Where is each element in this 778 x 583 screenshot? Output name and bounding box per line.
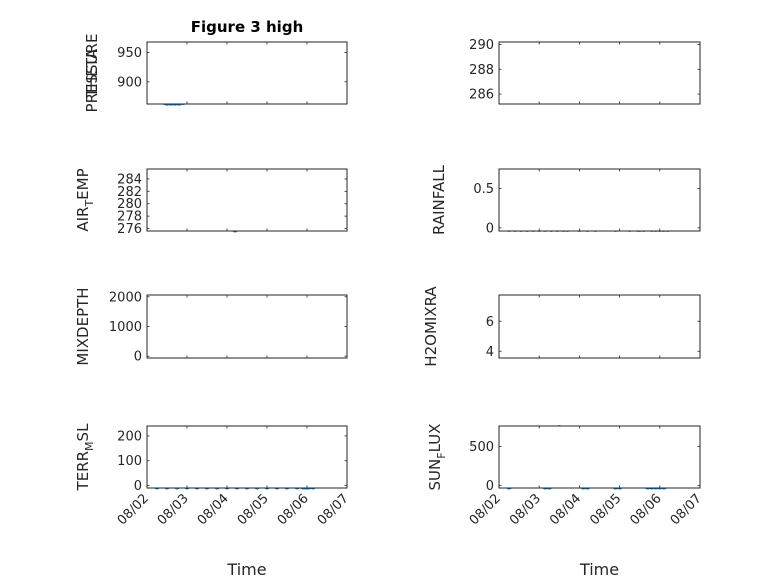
y-tick-label: 278	[117, 210, 142, 225]
axes-frame	[146, 168, 348, 232]
axes-frame	[146, 294, 348, 359]
y-tick-label: 282	[117, 185, 142, 200]
x-tick-label: 08/05	[235, 491, 272, 528]
x-tick-label: 08/03	[155, 491, 192, 528]
y-tick-label: 4	[486, 345, 494, 360]
y-axis-label: TERRMSL	[74, 423, 96, 492]
y-tick-label: 100	[117, 454, 142, 469]
x-tick-label: 08/06	[628, 491, 665, 528]
y-tick-label: 1000	[109, 320, 142, 335]
y-axis-label: PRESSURE	[83, 34, 101, 113]
subplot-1: 900 950 PRESSURE Figure 3 high	[83, 18, 348, 113]
y-tick-label: 286	[469, 88, 494, 103]
subplot-4: 0 0.5 RAINFALL	[430, 164, 701, 236]
y-axis-label: RAINFALL	[430, 164, 448, 235]
y-tick-label: 290	[469, 38, 494, 53]
y-tick-label: 280	[117, 197, 142, 212]
axes-frame	[498, 168, 701, 232]
x-tick-label: 08/02	[467, 491, 504, 528]
x-tick-label: 08/07	[668, 491, 705, 528]
subplot-6: 4 6 H2OMIXRA	[422, 286, 701, 367]
y-tick-label: 0.5	[473, 182, 494, 197]
x-tick-label: 08/05	[587, 491, 624, 528]
axes-frame	[146, 425, 348, 489]
y-tick-label: 0	[134, 479, 142, 494]
axes-frame	[498, 294, 701, 359]
x-axis-label: Time	[226, 560, 266, 579]
y-tick-label: 276	[117, 222, 142, 237]
axes-frame	[498, 41, 701, 105]
x-tick-label: 08/07	[315, 491, 352, 528]
y-tick-label: 288	[469, 63, 494, 78]
axes-frame	[146, 41, 348, 105]
y-axis-label: THETA	[83, 48, 101, 98]
y-tick-label: 200	[117, 429, 142, 444]
y-tick-label: 950	[117, 46, 142, 61]
y-tick-label: 6	[486, 315, 494, 330]
y-tick-label: 500	[469, 440, 494, 455]
y-axis-label: H2OMIXRA	[422, 286, 440, 367]
axes-frame	[498, 425, 701, 489]
y-tick-label: 0	[486, 221, 494, 236]
y-tick-label: 0	[134, 350, 142, 365]
subplot-7: 0 100 200 08/02 08/03 08/04 08/05 08/06 08/07 TER…	[74, 423, 352, 579]
subplot-8: 0 500 08/02 08/03 08/04 08/05 08/06 08/07 SUNFLU…	[426, 424, 705, 579]
y-axis-label: MIXDEPTH	[74, 287, 92, 365]
x-tick-label: 08/06	[275, 491, 312, 528]
y-tick-label: 0	[486, 479, 494, 494]
x-tick-label: 08/04	[547, 491, 584, 528]
y-axis-label: AIRTEMP	[74, 168, 96, 231]
subplot-5: 0 1000 2000 MIXDEPTH	[74, 287, 348, 366]
y-tick-label: 2000	[109, 290, 142, 305]
y-tick-label: 900	[117, 75, 142, 90]
x-tick-label: 08/04	[195, 491, 232, 528]
x-tick-label: 08/02	[115, 491, 152, 528]
x-tick-label: 08/03	[507, 491, 544, 528]
y-tick-label: 284	[117, 172, 142, 187]
x-axis-label: Time	[579, 560, 619, 579]
y-axis-label: SUNFLUX	[426, 424, 448, 491]
subplot-2: 286 288 290 THETA	[83, 38, 701, 105]
chart-title: Figure 3 high	[191, 18, 304, 36]
